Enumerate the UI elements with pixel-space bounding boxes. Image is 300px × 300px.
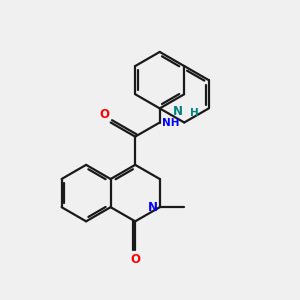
Text: N: N [173,105,183,118]
Text: N: N [148,201,158,214]
Text: H: H [190,108,198,118]
Text: O: O [130,253,140,266]
Text: NH: NH [162,118,180,128]
Text: O: O [99,108,109,121]
